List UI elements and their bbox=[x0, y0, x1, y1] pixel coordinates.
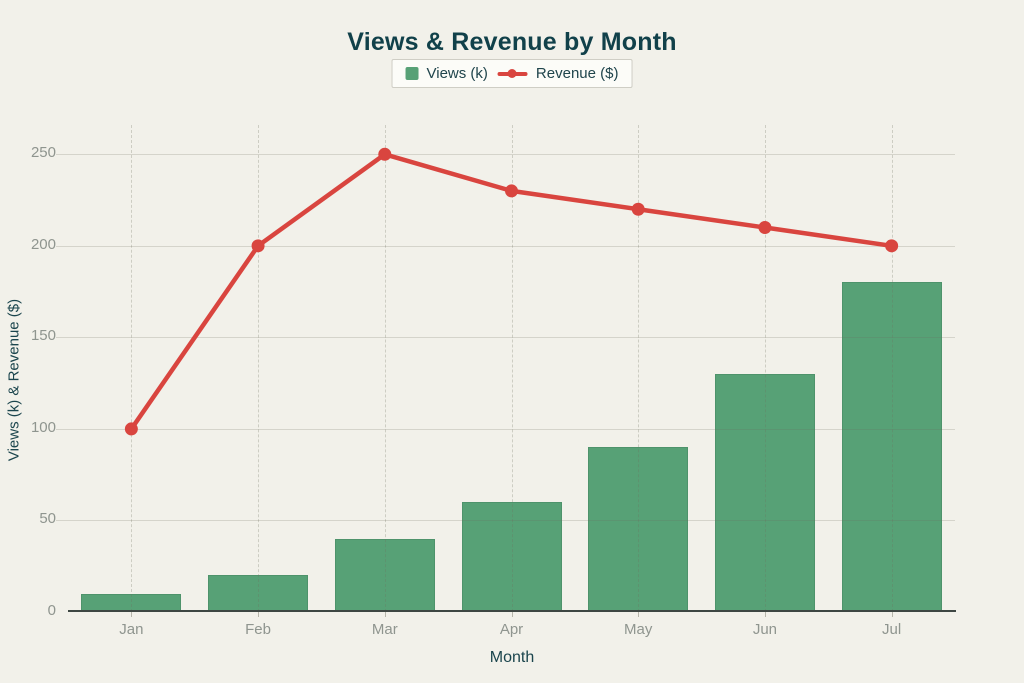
line-point-jun bbox=[758, 221, 772, 235]
x-tick-label: Apr bbox=[499, 621, 524, 638]
x-axis-line bbox=[68, 610, 956, 612]
y-gridline bbox=[56, 428, 955, 430]
x-tick-mark bbox=[891, 612, 893, 617]
x-tick-mark bbox=[131, 612, 133, 617]
x-gridline bbox=[258, 125, 260, 612]
x-tick-label: Jul bbox=[882, 621, 902, 638]
y-tick-label: 200 bbox=[30, 235, 56, 253]
x-tick-label: Jan bbox=[119, 621, 144, 638]
y-gridline bbox=[56, 245, 955, 247]
x-gridline bbox=[511, 125, 513, 612]
x-tick-label: May bbox=[624, 621, 653, 638]
bar-jan bbox=[81, 593, 182, 612]
bar-jul bbox=[841, 282, 942, 612]
legend-item-revenue: Revenue ($) bbox=[497, 65, 619, 82]
y-gridline bbox=[56, 154, 955, 156]
x-gridline bbox=[891, 125, 893, 612]
x-gridline bbox=[384, 125, 386, 612]
x-gridline bbox=[131, 125, 133, 612]
line-point-mar bbox=[378, 147, 392, 161]
line-swatch-icon bbox=[497, 68, 528, 80]
x-tick-mark bbox=[258, 612, 260, 617]
plot-area bbox=[56, 125, 955, 617]
x-tick-mark bbox=[511, 612, 513, 617]
x-axis-title: Month bbox=[489, 649, 535, 666]
x-tick-label: Jun bbox=[752, 621, 778, 638]
line-point-may bbox=[631, 202, 645, 216]
legend-label-views: Views (k) bbox=[426, 65, 488, 82]
x-gridline bbox=[638, 125, 640, 612]
legend-label-revenue: Revenue ($) bbox=[535, 65, 619, 82]
y-tick-label: 100 bbox=[30, 418, 56, 436]
bar-jun bbox=[714, 374, 815, 612]
y-tick-label: 150 bbox=[30, 327, 56, 345]
y-tick-label: 250 bbox=[30, 144, 56, 162]
revenue-line bbox=[124, 147, 899, 436]
legend-item-views: Views (k) bbox=[405, 65, 488, 82]
bar-mar bbox=[334, 538, 435, 612]
bar-apr bbox=[461, 502, 562, 612]
y-tick-label: 0 bbox=[47, 602, 56, 619]
y-axis-title: Views (k) & Revenue ($) bbox=[5, 298, 23, 462]
y-gridline bbox=[56, 520, 955, 522]
x-tick-mark bbox=[638, 612, 640, 617]
x-tick-mark bbox=[384, 612, 386, 617]
bar-feb bbox=[208, 575, 309, 612]
line-point-apr bbox=[505, 184, 518, 198]
x-tick-label: Feb bbox=[245, 621, 271, 638]
x-tick-mark bbox=[764, 612, 766, 617]
bar-swatch-icon bbox=[405, 67, 419, 80]
y-gridline bbox=[56, 337, 955, 339]
bar-may bbox=[588, 447, 689, 612]
y-tick-label: 50 bbox=[39, 510, 56, 528]
line-point-jan bbox=[124, 422, 138, 436]
line-point-feb bbox=[251, 239, 265, 253]
chart-title: Views & Revenue by Month bbox=[347, 28, 677, 56]
x-tick-label: Mar bbox=[371, 621, 398, 638]
x-gridline bbox=[764, 125, 766, 612]
line-point-jul bbox=[885, 239, 899, 253]
legend: Views (k) Revenue ($) bbox=[391, 59, 633, 88]
